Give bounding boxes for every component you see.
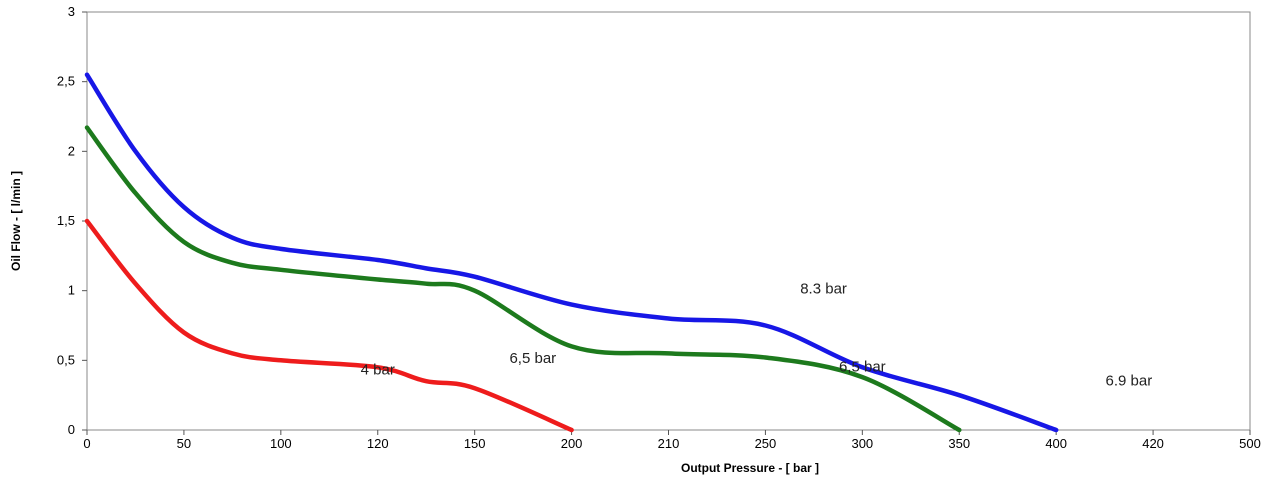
y-tick-label: 0,5 — [57, 352, 75, 367]
curve-label: 8.3 bar — [800, 280, 847, 297]
x-tick-label: 200 — [561, 436, 583, 451]
curve-label: 4 bar — [361, 361, 395, 378]
x-tick-label: 120 — [367, 436, 389, 451]
x-tick-label: 50 — [177, 436, 191, 451]
curve-label: 6,5 bar — [509, 350, 556, 367]
x-tick-label: 500 — [1239, 436, 1261, 451]
axes — [86, 11, 1251, 431]
annotations: 4 bar 6,5 bar 8.3 bar 6,5 bar 6.9 bar — [361, 280, 1153, 389]
y-tick-label: 1 — [68, 283, 75, 298]
x-tick-label: 250 — [755, 436, 777, 451]
y-tick-label: 3 — [68, 4, 75, 19]
x-tick-label: 420 — [1142, 436, 1164, 451]
x-tick-label: 400 — [1045, 436, 1067, 451]
y-tick-label: 2 — [68, 143, 75, 158]
series-lines — [84, 72, 1059, 433]
series-line-2 — [84, 125, 962, 433]
x-tick-label: 350 — [948, 436, 970, 451]
curve-label: 6.9 bar — [1106, 372, 1153, 389]
y-axis-title: Oil Flow - [ l/min ] — [9, 171, 23, 271]
y-tick-label: 2,5 — [57, 74, 75, 89]
x-tick-label: 0 — [83, 436, 90, 451]
x-tick-label: 300 — [851, 436, 873, 451]
y-tick-label: 1,5 — [57, 213, 75, 228]
x-axis-title: Output Pressure - [ bar ] — [681, 461, 819, 475]
series-line-1 — [84, 218, 574, 433]
plot-frame — [86, 11, 1251, 431]
y-tick-label: 0 — [68, 422, 75, 437]
x-tick-label: 150 — [464, 436, 486, 451]
tick-labels: 0 50 100 120 150 200 210 250 300 350 400 420 500 0 0,5… — [57, 4, 1261, 451]
x-tick-label: 210 — [658, 436, 680, 451]
curve-label: 6,5 bar — [839, 358, 886, 375]
series-line-3 — [84, 72, 1059, 433]
x-tick-label: 100 — [270, 436, 292, 451]
